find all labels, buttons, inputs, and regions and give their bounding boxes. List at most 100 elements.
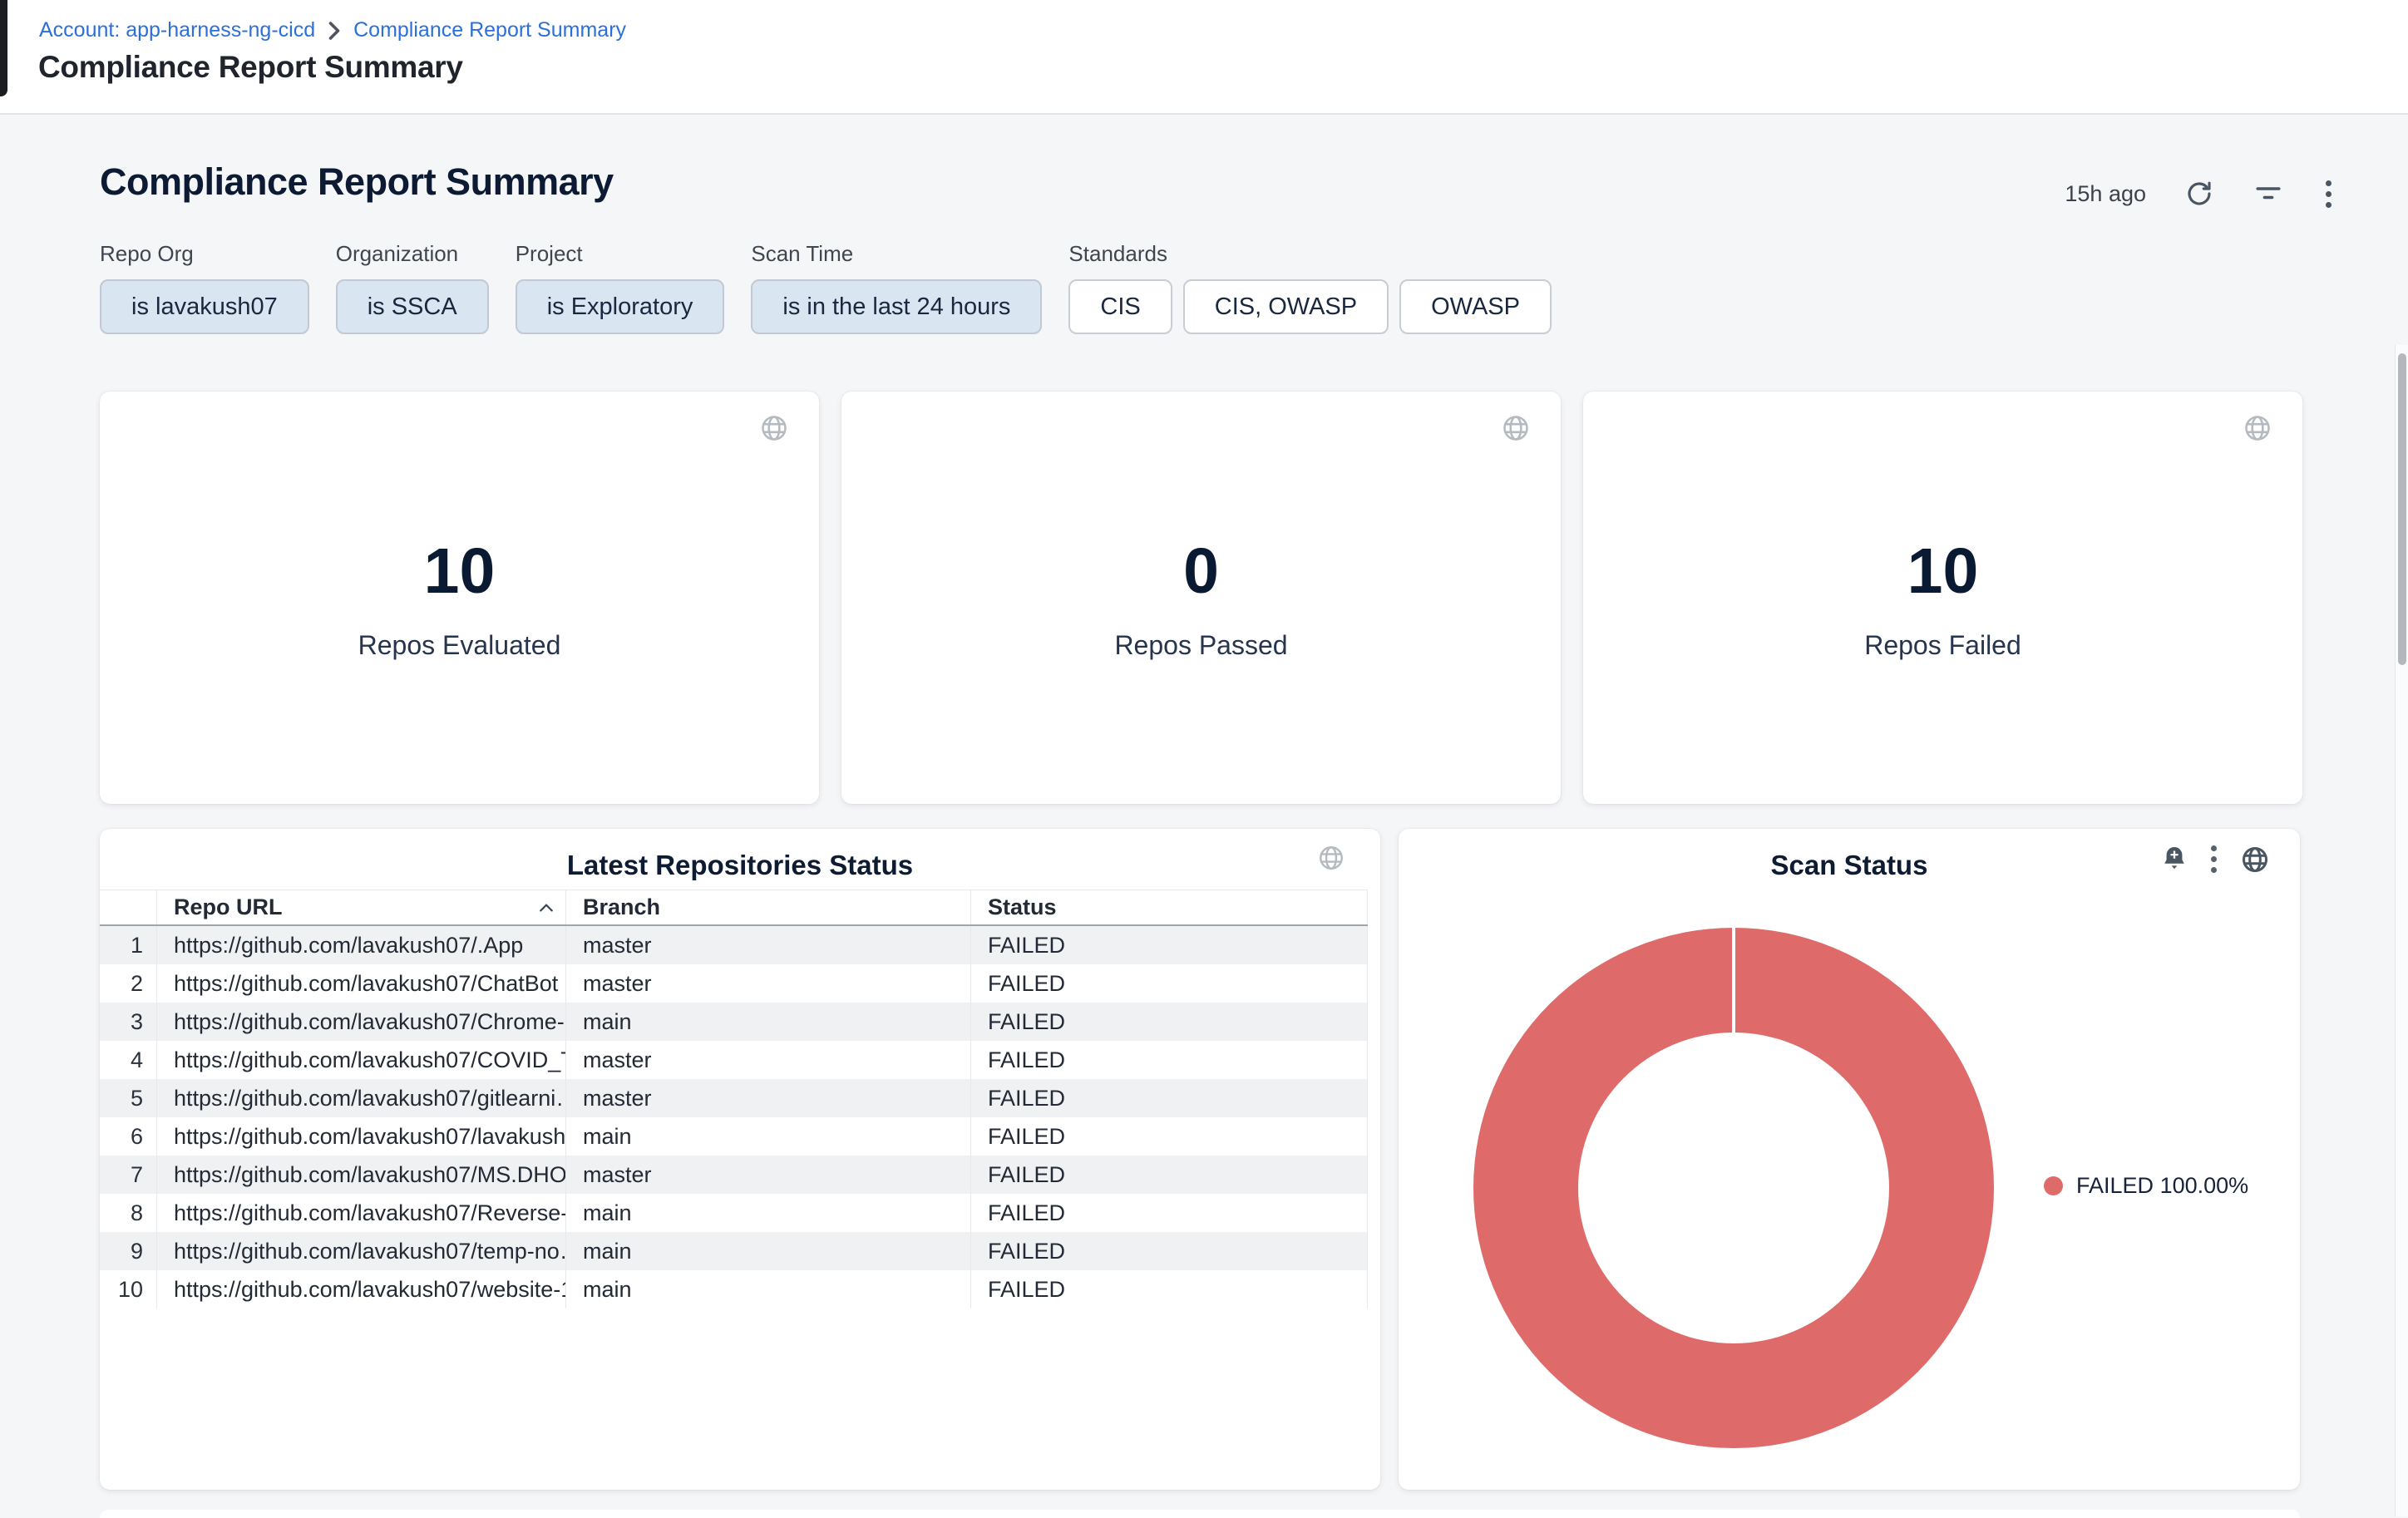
globe-icon[interactable] (2240, 845, 2270, 875)
globe-icon[interactable] (1501, 413, 1531, 443)
panel-title: Latest Repositories Status (100, 850, 1380, 881)
filter-chip[interactable]: is in the last 24 hours (751, 279, 1042, 334)
table-row[interactable]: 10 https://github.com/lavakush07/website… (100, 1270, 1368, 1309)
branch-cell: main (565, 1117, 970, 1156)
status-cell: FAILED (970, 1156, 1368, 1194)
branch-cell: master (565, 1079, 970, 1117)
filter-chip[interactable]: OWASP (1399, 279, 1552, 334)
app-header: Account: app-harness-ng-cicd Compliance … (0, 0, 2408, 115)
donut-hole (1578, 1033, 1889, 1343)
repo-url-cell: https://github.com/lavakush07/MS.DHO… (156, 1156, 565, 1194)
alert-bell-icon[interactable] (2161, 845, 2188, 874)
branch-cell: master (565, 1156, 970, 1194)
breadcrumb-current-link[interactable]: Compliance Report Summary (353, 18, 626, 42)
repo-url-cell: https://github.com/lavakush07/Reverse-… (156, 1194, 565, 1232)
filter-label: Project (516, 241, 725, 267)
filter-label: Repo Org (100, 241, 309, 267)
filter-chip[interactable]: CIS (1068, 279, 1172, 334)
refresh-icon[interactable] (2184, 179, 2214, 209)
row-number-cell: 6 (100, 1117, 156, 1156)
stat-card-repos-failed: 10 Repos Failed (1583, 392, 2302, 804)
status-cell: FAILED (970, 1003, 1368, 1041)
dashboard-title: Compliance Report Summary (100, 160, 614, 204)
branch-cell: master (565, 1041, 970, 1079)
repo-url-cell: https://github.com/lavakush07/website-1 (156, 1270, 565, 1309)
page-title: Compliance Report Summary (38, 50, 463, 85)
repo-url-cell: https://github.com/lavakush07/Chrome-… (156, 1003, 565, 1041)
branch-cell: main (565, 1003, 970, 1041)
panel-actions (2161, 842, 2270, 876)
repo-url-cell: https://github.com/lavakush07/.App (156, 926, 565, 964)
row-number-cell: 9 (100, 1232, 156, 1270)
table-row[interactable]: 9 https://github.com/lavakush07/temp-no…… (100, 1232, 1368, 1270)
breadcrumb-account-link[interactable]: Account: app-harness-ng-cicd (39, 18, 315, 42)
column-header-status[interactable]: Status (970, 890, 1368, 924)
repo-url-cell: https://github.com/lavakush07/lavakush… (156, 1117, 565, 1156)
kebab-menu-icon[interactable] (2322, 177, 2335, 211)
table-row[interactable]: 1 https://github.com/lavakush07/.App mas… (100, 926, 1368, 964)
table-row[interactable]: 8 https://github.com/lavakush07/Reverse-… (100, 1194, 1368, 1232)
chevron-right-icon (328, 21, 341, 41)
kebab-menu-icon[interactable] (2208, 842, 2220, 876)
stat-label: Repos Failed (1864, 630, 2021, 661)
row-number-cell: 8 (100, 1194, 156, 1232)
row-number-cell: 5 (100, 1079, 156, 1117)
stat-label: Repos Passed (1114, 630, 1287, 661)
branch-cell: master (565, 964, 970, 1003)
stat-value: 10 (424, 535, 496, 609)
row-number-cell: 10 (100, 1270, 156, 1309)
table-row[interactable]: 3 https://github.com/lavakush07/Chrome-…… (100, 1003, 1368, 1041)
branch-cell: main (565, 1270, 970, 1309)
filter-repo-org: Repo Org is lavakush07 (100, 241, 309, 334)
last-refreshed-label: 15h ago (2065, 181, 2146, 207)
scan-status-panel: Scan Status FAILED (1399, 829, 2300, 1490)
branch-cell: master (565, 926, 970, 964)
nav-drawer-edge (0, 0, 7, 96)
table-row[interactable]: 4 https://github.com/lavakush07/COVID_T…… (100, 1041, 1368, 1079)
stat-value: 10 (1907, 535, 1979, 609)
globe-icon[interactable] (759, 413, 789, 443)
stat-cards-row: 10 Repos Evaluated 0 Repos Passed 10 Rep… (100, 392, 2302, 804)
repo-url-cell: https://github.com/lavakush07/temp-no… (156, 1232, 565, 1270)
filter-standards: Standards CISCIS, OWASPOWASP (1068, 241, 1552, 334)
legend-item-failed[interactable]: FAILED 100.00% (2044, 1173, 2248, 1199)
branch-cell: main (565, 1194, 970, 1232)
status-cell: FAILED (970, 1232, 1368, 1270)
scan-status-donut-chart[interactable] (1473, 928, 1994, 1448)
table-row[interactable]: 2 https://github.com/lavakush07/ChatBot … (100, 964, 1368, 1003)
latest-repositories-panel: Latest Repositories Status Repo URL Bran… (100, 829, 1380, 1490)
table-header-row: Repo URL Branch Status (100, 890, 1368, 926)
filter-chip[interactable]: is lavakush07 (100, 279, 309, 334)
stat-label: Repos Evaluated (358, 630, 561, 661)
status-cell: FAILED (970, 964, 1368, 1003)
filter-label: Scan Time (751, 241, 1042, 267)
legend-percent: 100.00% (2160, 1173, 2249, 1198)
column-header-branch[interactable]: Branch (565, 890, 970, 924)
status-cell: FAILED (970, 926, 1368, 964)
stat-card-repos-evaluated: 10 Repos Evaluated (100, 392, 819, 804)
sort-asc-icon[interactable] (539, 902, 554, 914)
repositories-table: Repo URL Branch Status 1 https://github.… (100, 890, 1368, 1309)
table-row[interactable]: 7 https://github.com/lavakush07/MS.DHO… … (100, 1156, 1368, 1194)
filter-project: Project is Exploratory (516, 241, 725, 334)
stat-card-repos-passed: 0 Repos Passed (841, 392, 1561, 804)
scrollbar-thumb[interactable] (2398, 353, 2406, 665)
row-number-cell: 4 (100, 1041, 156, 1079)
filter-chip[interactable]: is Exploratory (516, 279, 725, 334)
table-row[interactable]: 6 https://github.com/lavakush07/lavakush… (100, 1117, 1368, 1156)
next-tile-edge (100, 1510, 2300, 1518)
globe-icon[interactable] (1317, 844, 1345, 872)
table-row[interactable]: 5 https://github.com/lavakush07/gitlearn… (100, 1079, 1368, 1117)
filter-chip[interactable]: CIS, OWASP (1183, 279, 1389, 334)
column-header-repo-url[interactable]: Repo URL (156, 890, 565, 924)
vertical-scrollbar[interactable] (2395, 345, 2408, 1516)
globe-icon[interactable] (2243, 413, 2272, 443)
row-number-cell: 3 (100, 1003, 156, 1041)
stat-value: 0 (1183, 535, 1219, 609)
filter-scan-time: Scan Time is in the last 24 hours (751, 241, 1042, 334)
filter-chip[interactable]: is SSCA (336, 279, 489, 334)
donut-slice-divider (1732, 928, 1735, 1034)
dashboard-toolbar: 15h ago (2065, 173, 2335, 214)
filter-icon[interactable] (2253, 179, 2284, 209)
row-number-cell: 1 (100, 926, 156, 964)
